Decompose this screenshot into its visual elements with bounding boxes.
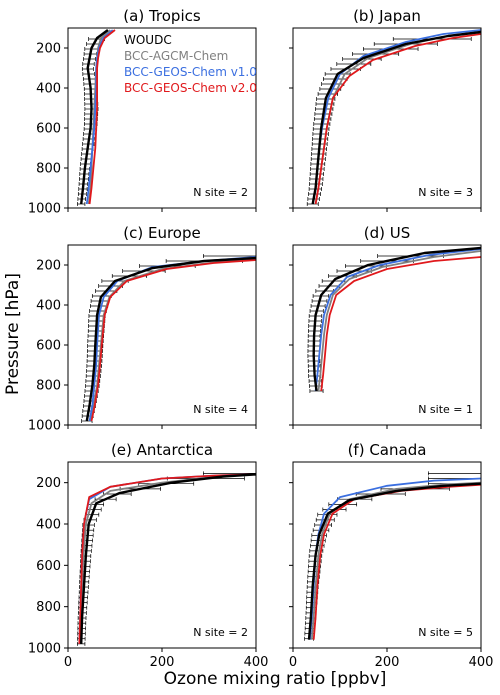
series-group	[307, 246, 481, 393]
y-tick-label: 400	[36, 82, 61, 97]
series-line-bcc-agcm-chem	[314, 31, 481, 205]
y-tick-label: 600	[36, 122, 61, 137]
y-tick-label: 600	[36, 559, 61, 574]
y-tick-label: 800	[36, 162, 61, 177]
series-group	[306, 29, 481, 206]
series-line-bcc-agcm-chem	[87, 29, 111, 205]
x-axis-label: Ozone mixing ratio [ppbv]	[164, 669, 387, 689]
panel-3: 200 400 600 800 1000 (c) Europe N site = 4	[28, 224, 257, 434]
panel-1: 200 400 600 800 1000 (a) Tropics N site = 2	[28, 7, 257, 217]
series-line-bcc-geos-chem-v2-0	[320, 256, 481, 392]
y-tick-label: 400	[36, 518, 61, 533]
plot-frame	[67, 461, 257, 649]
panel-title: (c) Europe	[123, 224, 200, 242]
series-line-woudc	[307, 482, 481, 640]
panel-4: (d) US N site = 1	[289, 224, 482, 429]
x-tick-label: 200	[150, 655, 175, 670]
series-line-woudc	[311, 30, 481, 205]
panels: 200 400 600 800 1000 (a) Tropics N site = 2 (b)…	[28, 7, 494, 670]
series-line-bcc-geos-chem-v1-0	[314, 248, 481, 392]
panel-title: (a) Tropics	[123, 7, 201, 25]
n-site-annotation: N site = 4	[193, 403, 248, 416]
series-line-woudc	[80, 473, 256, 644]
series-group	[81, 254, 256, 423]
series-line-woudc	[312, 246, 481, 392]
n-site-annotation: N site = 2	[193, 186, 248, 199]
legend-entry: BCC-GEOS-Chem v1.0	[124, 65, 257, 79]
series-line-bcc-agcm-chem	[317, 250, 481, 392]
series-line-bcc-geos-chem-v1-0	[311, 29, 481, 205]
legend: WOUDC BCC-AGCM-Chem BCC-GEOS-Chem v1.0 BCC-…	[124, 33, 257, 95]
n-site-annotation: N site = 1	[418, 403, 473, 416]
x-tick-label: 0	[64, 655, 72, 670]
y-tick-label: 200	[36, 476, 61, 491]
panel-6: 0 200 400 (f) Canada N site = 5	[289, 441, 494, 670]
series-line-bcc-geos-chem-v2-0	[78, 473, 256, 644]
series-line-woudc	[80, 29, 109, 205]
n-site-annotation: N site = 3	[418, 186, 473, 199]
y-tick-label: 200	[36, 42, 61, 57]
series-group	[304, 471, 481, 641]
series-group	[77, 29, 116, 206]
series-line-bcc-geos-chem-v2-0	[88, 29, 116, 205]
y-tick-label: 600	[36, 339, 61, 354]
y-tick-label: 1000	[28, 642, 61, 657]
series-line-bcc-agcm-chem	[310, 481, 481, 640]
n-site-annotation: N site = 5	[418, 626, 473, 639]
panel-title: (e) Antarctica	[111, 441, 213, 459]
y-tick-label: 1000	[28, 202, 61, 217]
y-tick-label: 400	[36, 299, 61, 314]
y-tick-label: 800	[36, 600, 61, 615]
x-tick-label: 0	[289, 655, 297, 670]
panel-title: (d) US	[364, 224, 411, 242]
n-site-annotation: N site = 2	[193, 626, 248, 639]
panel-title: (b) Japan	[353, 7, 421, 25]
panel-2: (b) Japan N site = 3	[289, 7, 482, 212]
x-tick-label: 400	[244, 655, 269, 670]
panel-title: (f) Canada	[348, 441, 427, 459]
legend-entry: BCC-GEOS-Chem v2.0	[124, 81, 257, 95]
series-line-bcc-geos-chem-v2-0	[314, 33, 481, 205]
x-tick-label: 400	[469, 655, 494, 670]
legend-entry: WOUDC	[124, 33, 172, 47]
series-line-bcc-geos-chem-v2-0	[90, 259, 256, 422]
series-line-bcc-geos-chem-v1-0	[85, 29, 114, 205]
y-tick-label: 800	[36, 379, 61, 394]
series-line-bcc-geos-chem-v1-0	[309, 477, 481, 640]
y-tick-label: 200	[36, 259, 61, 274]
x-tick-label: 200	[375, 655, 400, 670]
y-tick-label: 1000	[28, 419, 61, 434]
series-group	[77, 471, 256, 646]
legend-entry: BCC-AGCM-Chem	[124, 49, 228, 63]
series-line-woudc	[85, 256, 256, 422]
y-axis-label: Pressure [hPa]	[3, 273, 23, 395]
